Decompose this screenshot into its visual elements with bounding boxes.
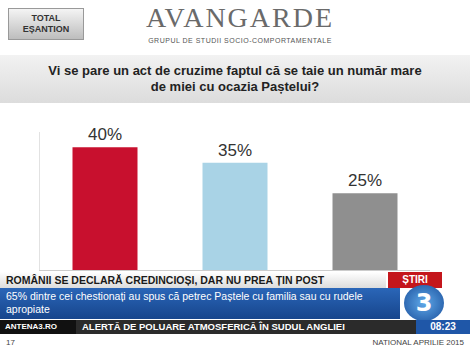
html-text:65% dintre cei chestionați au: 65% dintre cei chestionați au spus că pe… — [6, 290, 363, 315]
html-text:AVANGARDE: AVANGARDE — [145, 2, 334, 33]
html-text:17: 17 — [6, 338, 15, 347]
svg-text:35%: 35% — [218, 141, 252, 160]
svg-text:40%: 40% — [88, 125, 122, 144]
html-text:Vi se pare un act de cruzime f: Vi se pare un act de cruzime faptul că s… — [48, 63, 422, 94]
html-text:TOTAL EȘANTION: TOTAL EȘANTION — [22, 13, 70, 34]
html-text:ALERTĂ DE POLUARE ATMOSFERICĂ: ALERTĂ DE POLUARE ATMOSFERICĂ ÎN SUDUL A… — [82, 321, 345, 332]
html-text:08:23: 08:23 — [430, 321, 456, 332]
html-text:ȘTIRI: ȘTIRI — [402, 274, 428, 285]
html-text:ROMÂNII SE DECLARĂ CREDINCIOȘI: ROMÂNII SE DECLARĂ CREDINCIOȘI, DAR NU P… — [6, 274, 325, 286]
html-text:GRUPUL DE STUDII SOCIO-COMPORT: GRUPUL DE STUDII SOCIO-COMPORTAMENTALE — [148, 37, 332, 44]
html-text:NATIONAL APRILIE 2015: NATIONAL APRILIE 2015 — [372, 338, 464, 347]
svg-text:25%: 25% — [348, 171, 382, 190]
html-text:ANTENA3.RO: ANTENA3.RO — [5, 322, 57, 331]
html-text:3: 3 — [415, 289, 433, 317]
